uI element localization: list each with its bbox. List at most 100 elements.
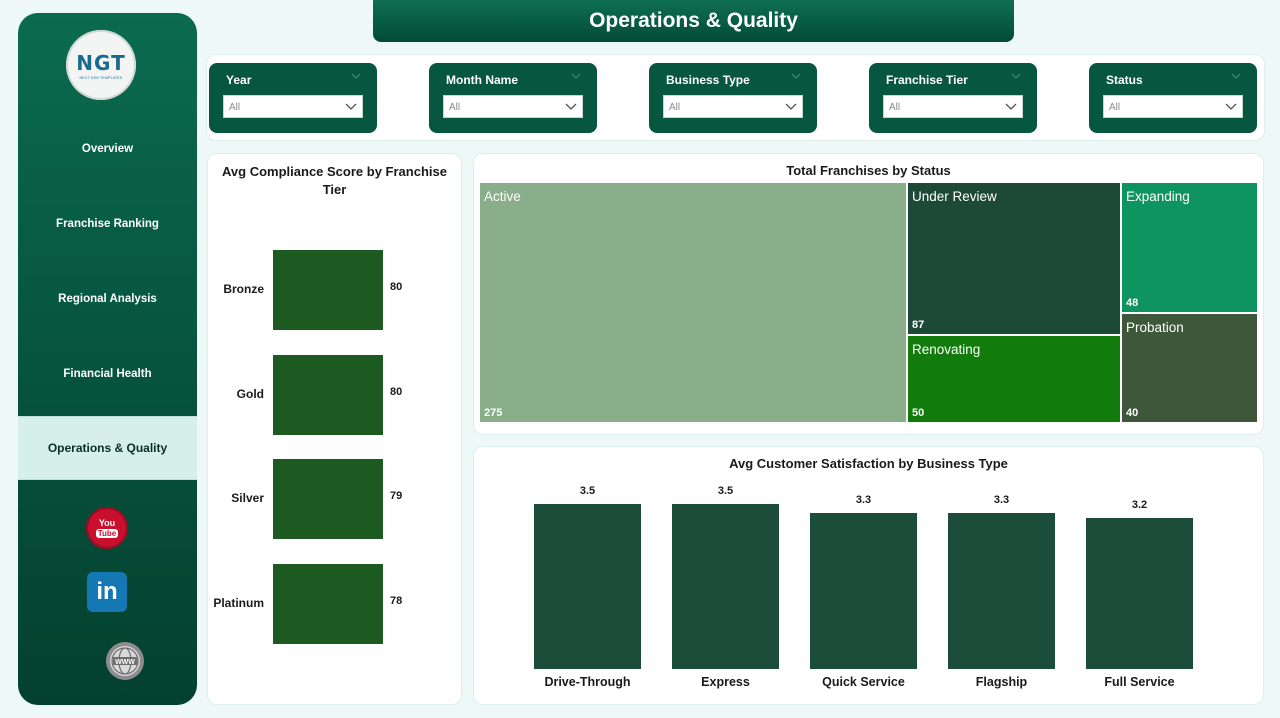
dropdown-value: All bbox=[889, 102, 901, 113]
compliance-bar bbox=[273, 250, 383, 330]
satisfaction-bar bbox=[810, 513, 917, 669]
treemap-panel: Total Franchises by Status Active 275 Unde… bbox=[473, 153, 1264, 435]
youtube-icon-text: Tube bbox=[95, 528, 119, 538]
logo-subtitle: NEXT GEN TEMPLATES bbox=[79, 75, 123, 80]
tile-label: Renovating bbox=[912, 342, 981, 357]
treemap-tile: Expanding 48 bbox=[1121, 182, 1258, 313]
chevron-down-icon[interactable] bbox=[351, 71, 361, 81]
dropdown-value: All bbox=[669, 102, 681, 113]
sidebar-item-franchise-ranking[interactable]: Franchise Ranking bbox=[18, 192, 197, 256]
tile-value: 50 bbox=[912, 407, 925, 419]
chevron-down-icon bbox=[1005, 103, 1017, 110]
linkedin-icon-text: in bbox=[96, 578, 118, 605]
category-label: Drive-Through bbox=[544, 675, 631, 689]
youtube-icon[interactable]: You Tube bbox=[86, 507, 128, 549]
sidebar-item-label: Financial Health bbox=[63, 368, 152, 380]
sidebar-item-label: Franchise Ranking bbox=[56, 218, 159, 230]
satisfaction-bar bbox=[948, 513, 1055, 669]
tile-label: Expanding bbox=[1126, 189, 1190, 204]
sidebar-item-label: Regional Analysis bbox=[58, 293, 157, 305]
category-label: Bronze bbox=[223, 282, 264, 296]
category-label: Full Service bbox=[1104, 675, 1175, 689]
sidebar-item-financial-health[interactable]: Financial Health bbox=[18, 342, 197, 406]
dropdown-value: All bbox=[449, 102, 461, 113]
youtube-icon-text: You bbox=[98, 517, 116, 528]
category-label: Quick Service bbox=[822, 675, 905, 689]
treemap-tile: Probation 40 bbox=[1121, 313, 1258, 423]
chevron-down-icon bbox=[1225, 103, 1237, 110]
linkedin-icon[interactable]: in bbox=[87, 572, 127, 612]
data-label: 3.3 bbox=[855, 494, 872, 506]
tile-value: 48 bbox=[1126, 297, 1139, 309]
slicer-business-type: Business Type All bbox=[649, 63, 817, 133]
sidebar-item-operations-quality[interactable]: Operations & Quality bbox=[18, 416, 197, 480]
data-label: 78 bbox=[390, 594, 403, 607]
franchise-tier-dropdown[interactable]: All bbox=[883, 95, 1023, 118]
sidebar-item-label: Operations & Quality bbox=[47, 441, 168, 455]
chevron-down-icon bbox=[785, 103, 797, 110]
data-label: 3.5 bbox=[717, 485, 734, 497]
treemap-tile: Renovating 50 bbox=[907, 335, 1121, 423]
svg-text:WWW: WWW bbox=[115, 659, 135, 666]
tile-label: Under Review bbox=[912, 189, 997, 204]
tile-label: Active bbox=[484, 189, 521, 204]
chevron-down-icon bbox=[345, 103, 357, 110]
chart-title: Avg Customer Satisfaction by Business Ty… bbox=[729, 456, 1008, 471]
data-label: 3.2 bbox=[1131, 499, 1148, 511]
compliance-bar bbox=[273, 354, 383, 435]
slicer-franchise-tier: Franchise Tier All bbox=[869, 63, 1037, 133]
treemap-tile: Under Review 87 bbox=[907, 182, 1121, 335]
category-label: Platinum bbox=[213, 595, 264, 610]
page-title: Operations & Quality bbox=[373, 0, 1014, 42]
slicer-label: Year bbox=[226, 73, 252, 87]
chevron-down-icon bbox=[565, 103, 577, 110]
chevron-down-icon[interactable] bbox=[791, 71, 801, 81]
chevron-down-icon[interactable] bbox=[571, 71, 581, 81]
chevron-down-icon[interactable] bbox=[1231, 71, 1241, 81]
data-label: 80 bbox=[390, 385, 403, 398]
dropdown-value: All bbox=[1109, 102, 1121, 113]
slicer-label: Status bbox=[1106, 73, 1143, 87]
sidebar-item-label: Overview bbox=[81, 143, 134, 155]
category-label: Express bbox=[701, 675, 750, 689]
tile-value: 40 bbox=[1126, 407, 1139, 419]
slicer-label: Franchise Tier bbox=[886, 73, 968, 87]
tile-value: 87 bbox=[912, 319, 925, 331]
compliance-chart-panel: Avg Compliance Score by Franchise Tier B… bbox=[207, 153, 462, 705]
dropdown-value: All bbox=[229, 102, 241, 113]
business-type-dropdown[interactable]: All bbox=[663, 95, 803, 118]
globe-icon[interactable]: WWW bbox=[105, 641, 145, 681]
brand-logo: NGT NEXT GEN TEMPLATES bbox=[66, 30, 136, 100]
status-dropdown[interactable]: All bbox=[1103, 95, 1243, 118]
sidebar: NGT NEXT GEN TEMPLATES Overview Franchis… bbox=[18, 13, 197, 705]
satisfaction-bar bbox=[534, 504, 641, 669]
slicer-status: Status All bbox=[1089, 63, 1257, 133]
status-treemap: Active 275 Under Review 87 Expanding 48 Renova… bbox=[479, 182, 1258, 423]
year-dropdown[interactable]: All bbox=[223, 95, 363, 118]
logo-mark: NGT bbox=[76, 50, 126, 75]
satisfaction-chart-panel: Avg Customer Satisfaction by Business Ty… bbox=[473, 446, 1264, 705]
satisfaction-bar bbox=[672, 504, 779, 669]
data-label: 3.5 bbox=[579, 485, 596, 497]
slicer-label: Business Type bbox=[666, 73, 750, 87]
sidebar-item-overview[interactable]: Overview bbox=[18, 117, 197, 181]
slicer-label: Month Name bbox=[446, 73, 518, 87]
compliance-bar bbox=[273, 563, 383, 644]
chart-title: Total Franchises by Status bbox=[786, 163, 951, 178]
category-label: Flagship bbox=[975, 675, 1028, 689]
tile-value: 275 bbox=[484, 407, 503, 419]
slicer-year: Year All bbox=[209, 63, 377, 133]
tile-label: Probation bbox=[1126, 320, 1184, 335]
data-label: 79 bbox=[390, 490, 403, 502]
month-name-dropdown[interactable]: All bbox=[443, 95, 583, 118]
chart-title: Avg Compliance Score by Franchise Tier bbox=[222, 164, 447, 197]
slicer-month-name: Month Name All bbox=[429, 63, 597, 133]
category-label: Silver bbox=[231, 491, 264, 505]
chevron-down-icon[interactable] bbox=[1011, 71, 1021, 81]
category-label: Gold bbox=[236, 386, 264, 401]
compliance-bar bbox=[273, 459, 383, 539]
satisfaction-bar bbox=[1086, 518, 1193, 669]
sidebar-item-regional-analysis[interactable]: Regional Analysis bbox=[18, 267, 197, 331]
treemap-tile: Active 275 bbox=[479, 182, 907, 423]
data-label: 3.3 bbox=[993, 494, 1010, 506]
